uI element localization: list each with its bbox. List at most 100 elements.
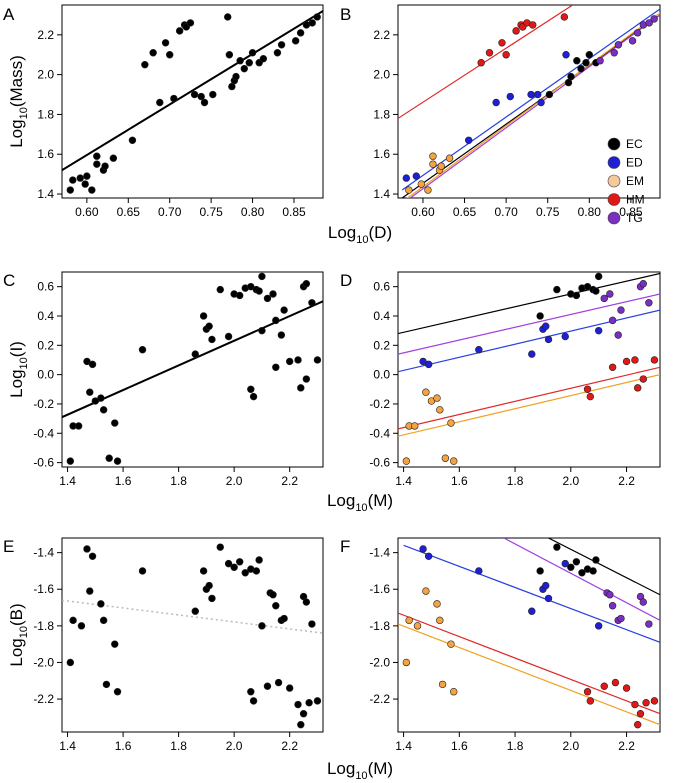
y-tick-label: -2.2 (369, 692, 390, 706)
data-point (69, 616, 77, 625)
data-point (69, 176, 77, 184)
regression-line (398, 366, 660, 430)
data-point (308, 620, 316, 628)
data-point (205, 322, 213, 330)
regression-line (548, 538, 660, 596)
data-point (263, 294, 272, 303)
data-point (190, 90, 199, 99)
data-point (302, 375, 311, 383)
regression-line (398, 272, 660, 335)
x-tick-label: 1.6 (451, 474, 468, 488)
series-em (402, 388, 458, 465)
y-tick-label: -2.2 (33, 692, 54, 706)
regression-line (62, 599, 323, 634)
regression-line (401, 8, 660, 191)
panel-letter: A (3, 5, 15, 24)
data-point (277, 331, 286, 339)
data-point (208, 335, 216, 344)
data-point (594, 622, 603, 630)
data-point (477, 59, 485, 67)
data-point (99, 616, 108, 625)
data-point (586, 392, 595, 401)
data-point (102, 680, 111, 689)
data-point (633, 29, 642, 37)
regression-line (398, 5, 573, 119)
data-point (561, 332, 569, 341)
data-point (99, 406, 108, 414)
legend-label: EM (626, 174, 644, 188)
data-point (191, 350, 199, 358)
data-point (273, 49, 282, 57)
y-tick-label: 2.2 (37, 28, 54, 42)
data-point (236, 558, 244, 566)
data-point (258, 326, 266, 335)
data-point (280, 306, 288, 314)
series-tg (600, 280, 653, 339)
y-tick-label: 0.4 (373, 309, 390, 323)
data-point (529, 21, 537, 29)
legend-marker (607, 211, 621, 225)
data-point (405, 616, 413, 625)
series-hm (583, 356, 659, 401)
series-ec (536, 543, 600, 577)
regression-line (398, 309, 660, 373)
y-tick-label: -2.0 (369, 655, 390, 669)
legend-label: HM (626, 193, 645, 207)
data-point (424, 360, 433, 369)
data-point (628, 37, 637, 45)
plot-frame (61, 271, 324, 468)
data-point (594, 272, 603, 281)
data-point (610, 49, 618, 57)
data-point (66, 658, 75, 667)
data-point (617, 306, 625, 314)
data-point (249, 697, 258, 705)
series-all (66, 272, 322, 465)
x-tick-label: 0.65 (453, 205, 477, 219)
data-point (199, 312, 208, 320)
data-point (88, 360, 97, 369)
data-point (277, 41, 286, 49)
y-tick-label: 1.4 (37, 187, 54, 201)
data-point (302, 598, 311, 606)
series-ed (419, 545, 603, 630)
plot-frame (397, 271, 661, 468)
data-point (561, 559, 569, 568)
plot-frame (397, 4, 661, 199)
data-point (429, 152, 437, 160)
data-point (232, 72, 240, 81)
data-point (608, 602, 617, 610)
data-point (592, 556, 600, 564)
data-point (97, 600, 105, 608)
x-axis-label: Log10(M) (327, 491, 393, 514)
data-point (272, 316, 280, 325)
y-tick-label: 2.2 (373, 28, 390, 42)
data-point (313, 13, 321, 21)
regression-line (398, 293, 660, 355)
data-point (272, 602, 280, 610)
data-point (433, 394, 441, 402)
series-em (405, 152, 454, 194)
x-tick-label: 1.6 (451, 739, 468, 753)
series-ec (536, 272, 603, 320)
data-point (436, 616, 444, 625)
y-tick-label: -0.6 (33, 456, 54, 470)
series-hm (583, 678, 659, 729)
data-point (583, 385, 592, 393)
x-tick-label: 0.80 (578, 205, 602, 219)
fit-lines (62, 599, 323, 634)
data-point (544, 335, 553, 344)
data-point (553, 285, 561, 294)
data-point (175, 27, 184, 35)
series-tg (603, 589, 653, 628)
data-point (606, 290, 614, 298)
data-point (639, 598, 647, 606)
x-tick-label: 1.8 (507, 739, 524, 753)
data-point (650, 356, 659, 364)
data-point (113, 457, 122, 465)
data-point (622, 684, 631, 692)
x-tick-label: 0.80 (241, 205, 265, 219)
data-point (411, 422, 419, 430)
data-point (544, 594, 553, 603)
y-tick-label: 1.4 (373, 187, 390, 201)
data-point (611, 678, 620, 687)
